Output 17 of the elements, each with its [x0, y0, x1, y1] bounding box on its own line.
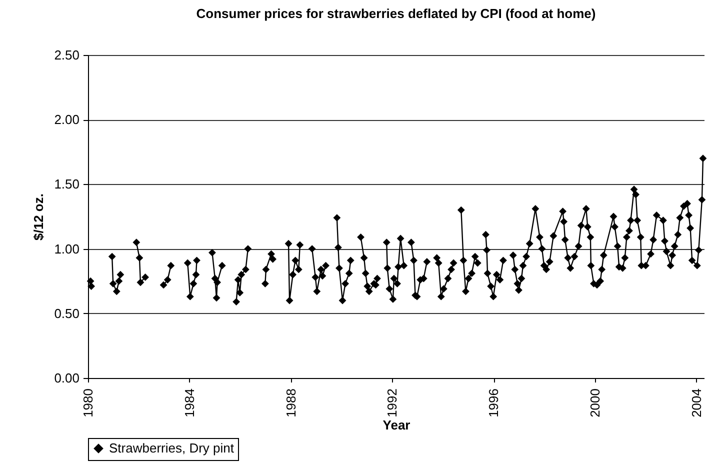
x-tick-label: 1980 [80, 388, 96, 418]
x-axis-title: Year [382, 417, 410, 432]
legend-label: Strawberries, Dry pint [109, 440, 234, 456]
x-tick-label: 2000 [587, 388, 602, 418]
y-tick-label: 0.00 [54, 370, 80, 386]
y-tick-label: 2.50 [54, 48, 80, 62]
y-tick-label: 2.00 [54, 112, 80, 128]
x-tick-label: 2004 [688, 388, 704, 418]
y-tick-label: 1.00 [54, 241, 80, 256]
y-tick-label: 1.50 [54, 176, 80, 192]
x-tick-label: 1992 [384, 388, 400, 418]
chart-title: Consumer prices for strawberries deflated by CPI (food at home) [196, 6, 596, 21]
x-tick-label: 1984 [182, 388, 197, 418]
y-axis-title: $/12 oz. [31, 194, 46, 240]
x-tick-label: 1996 [486, 388, 502, 418]
x-tick-label: 1988 [283, 388, 298, 418]
y-tick-label: 0.50 [54, 306, 80, 321]
